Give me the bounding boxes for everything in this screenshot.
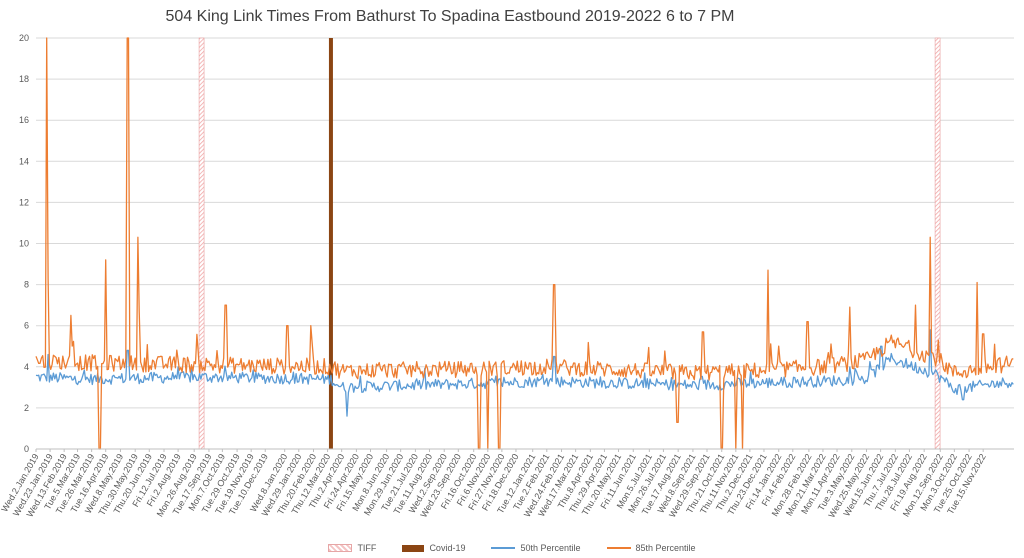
legend-swatch-covid <box>402 544 425 552</box>
chart-title: 504 King Link Times From Bathurst To Spa… <box>165 8 735 25</box>
y-tick-label: 14 <box>19 156 29 166</box>
y-tick-label: 6 <box>24 321 29 331</box>
y-tick-label: 16 <box>19 115 29 125</box>
legend-label-p50: 50th Percentile <box>520 543 581 553</box>
y-tick-label: 18 <box>19 74 29 84</box>
legend-label-covid: Covid-19 <box>429 543 466 553</box>
legend-swatch-p85 <box>606 547 631 549</box>
y-tick-label: 8 <box>24 280 29 290</box>
axes: 02468101214161820Wed.2.Jan.2019Wed.23.Ja… <box>0 33 1014 520</box>
y-tick-label: 4 <box>24 362 29 372</box>
legend-item-p85: 85th Percentile <box>606 541 696 555</box>
legend-label-tiff: TIFF <box>357 543 377 553</box>
legend-item-covid: Covid-19 <box>402 541 465 555</box>
series-line-p50 <box>35 329 1014 417</box>
y-tick-label: 12 <box>19 197 29 207</box>
line-chart: 02468101214161820Wed.2.Jan.2019Wed.23.Ja… <box>0 33 1014 520</box>
legend-swatch-p50 <box>491 547 516 549</box>
series-lines <box>35 37 1014 450</box>
y-tick-label: 0 <box>24 444 29 454</box>
legend-label-p85: 85th Percentile <box>635 543 696 553</box>
chart-legend: TIFF Covid-19 50th Percentile 85th Perce… <box>0 541 1024 555</box>
covid-bar <box>328 38 333 449</box>
tiff-bar <box>934 37 941 450</box>
tiff-bar <box>198 37 205 450</box>
y-tick-label: 20 <box>19 33 29 43</box>
gridlines <box>36 37 1014 450</box>
legend-item-tiff: TIFF <box>328 541 376 555</box>
legend-item-p50: 50th Percentile <box>491 541 581 555</box>
y-tick-label: 10 <box>19 239 29 249</box>
legend-swatch-tiff <box>328 544 353 552</box>
series-line-p85 <box>35 37 1014 450</box>
y-tick-label: 2 <box>24 403 29 413</box>
